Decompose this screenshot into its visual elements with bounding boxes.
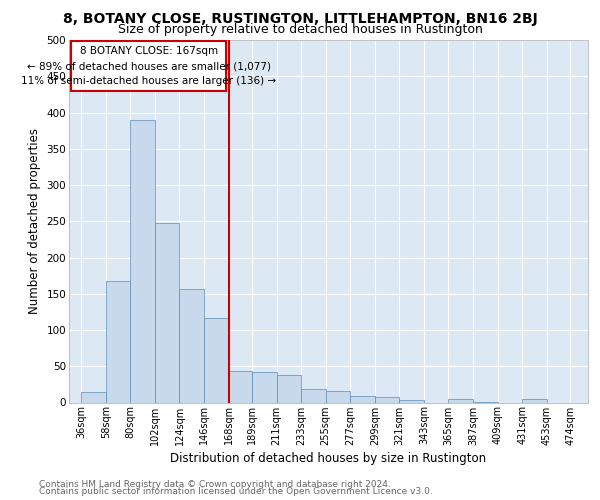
Bar [179,288,204,403]
Bar [350,396,375,402]
Bar [522,399,547,402]
Y-axis label: Number of detached properties: Number of detached properties [28,128,41,314]
Bar [155,222,179,402]
Text: 8, BOTANY CLOSE, RUSTINGTON, LITTLEHAMPTON, BN16 2BJ: 8, BOTANY CLOSE, RUSTINGTON, LITTLEHAMPT… [62,12,538,26]
Text: Size of property relative to detached houses in Rustington: Size of property relative to detached ho… [118,22,482,36]
Text: 8 BOTANY CLOSE: 167sqm: 8 BOTANY CLOSE: 167sqm [80,46,218,56]
Text: ← 89% of detached houses are smaller (1,077): ← 89% of detached houses are smaller (1,… [27,61,271,71]
Text: Contains HM Land Registry data © Crown copyright and database right 2024.: Contains HM Land Registry data © Crown c… [39,480,391,489]
Text: 11% of semi-detached houses are larger (136) →: 11% of semi-detached houses are larger (… [21,76,277,86]
Bar [81,392,106,402]
Text: Contains public sector information licensed under the Open Government Licence v3: Contains public sector information licen… [39,487,433,496]
X-axis label: Distribution of detached houses by size in Rustington: Distribution of detached houses by size … [170,452,487,464]
Bar [252,372,277,402]
Bar [277,375,301,402]
Bar [375,398,400,402]
Bar [229,370,252,402]
Bar [326,391,350,402]
FancyBboxPatch shape [71,42,226,91]
Bar [448,399,473,402]
Bar [130,120,155,403]
Bar [301,390,326,402]
Bar [106,282,130,403]
Bar [400,400,424,402]
Bar [204,318,229,402]
